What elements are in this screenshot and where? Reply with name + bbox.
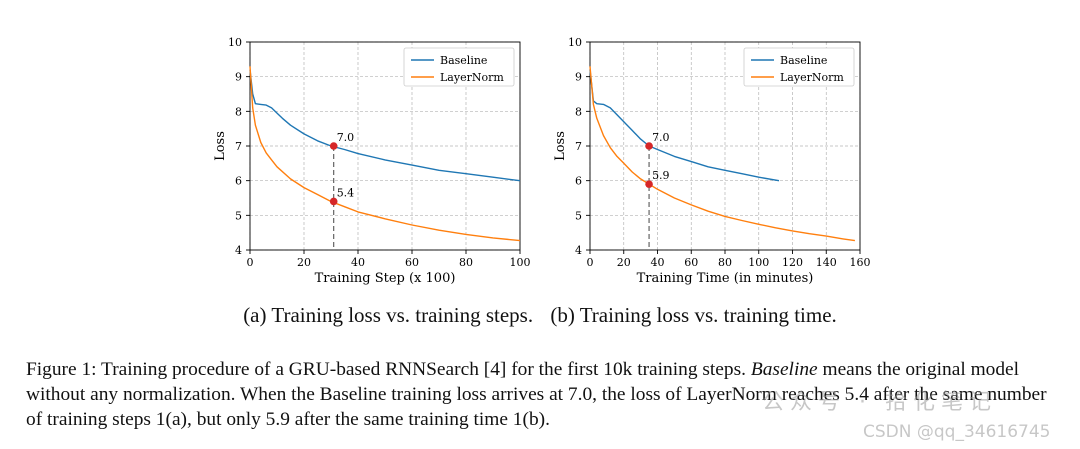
x-axis-label: Training Time (in minutes) [637,271,814,286]
caption-part-1: Figure 1: Training procedure of a GRU-ba… [26,359,751,380]
y-axis-label: Loss [213,131,228,161]
series-line-layernorm [249,66,521,242]
series-line-baseline [249,69,521,182]
annotation-label: 7.0 [337,131,355,144]
x-axis-label: Training Step (x 100) [315,271,456,286]
annotation-label: 5.4 [337,186,355,199]
x-tick-label: 120 [782,256,803,269]
y-tick-label: 4 [235,244,242,257]
annotation-point [329,142,338,150]
x-tick-label: 100 [510,256,531,269]
x-tick-label: 80 [718,256,732,269]
y-tick-label: 4 [575,244,582,257]
y-tick-label: 9 [235,71,242,84]
subcaptions: (a) Training loss vs. training steps. (b… [0,303,1080,328]
x-tick-label: 160 [850,256,871,269]
series-line-baseline [589,69,780,182]
x-tick-label: 100 [748,256,769,269]
x-tick-label: 60 [405,256,419,269]
y-tick-label: 10 [568,36,582,49]
y-tick-label: 6 [235,175,242,188]
series-line-layernorm [589,66,855,242]
subcaption-a: (a) Training loss vs. training steps. [243,303,534,327]
subcaption-b: (b) Training loss vs. training time. [550,303,837,327]
x-tick-label: 0 [247,256,254,269]
legend-label-layernorm: LayerNorm [780,71,844,84]
y-tick-label: 7 [235,140,242,153]
y-tick-label: 8 [235,105,242,118]
chart-b: 0 20 40 60 80 100 120 140 160 4 5 6 7 8 9 10 Training Ti… [553,36,871,286]
caption-emphasis: Baseline [750,359,818,380]
annotation-point [329,197,338,206]
y-tick-label: 6 [575,175,582,188]
annotation-point [645,180,653,188]
y-tick-label: 5 [575,209,582,222]
watermark-line-2: CSDN @qq_34616745 [863,422,1051,442]
x-tick-label: 140 [816,256,837,269]
y-tick-label: 5 [235,209,242,222]
y-tick-label: 7 [575,140,582,153]
x-tick-label: 60 [684,256,698,269]
y-axis-label: Loss [553,131,568,161]
annotation-label: 5.9 [652,169,670,182]
chart-a: 0 20 40 60 80 100 4 5 6 7 8 9 10 Training Step (x 100… [213,36,531,286]
annotation-point [645,142,653,150]
x-tick-label: 20 [297,256,311,269]
x-tick-label: 20 [617,256,631,269]
y-tick-label: 8 [575,105,582,118]
legend-label-baseline: Baseline [440,54,487,67]
annotation-label: 7.0 [652,131,670,144]
x-tick-label: 40 [651,256,665,269]
x-tick-label: 40 [351,256,365,269]
x-tick-label: 0 [587,256,594,269]
watermark-line-1: 公众号 · 拾化笔记 [762,390,997,415]
legend-label-baseline: Baseline [780,54,827,67]
legend-label-layernorm: LayerNorm [440,71,504,84]
y-tick-label: 10 [228,36,242,49]
figure-caption: Figure 1: Training procedure of a GRU-ba… [26,357,1066,432]
x-tick-label: 80 [459,256,473,269]
caption-part-2: means the original model without any nor… [26,359,1047,430]
y-tick-label: 9 [575,71,582,84]
